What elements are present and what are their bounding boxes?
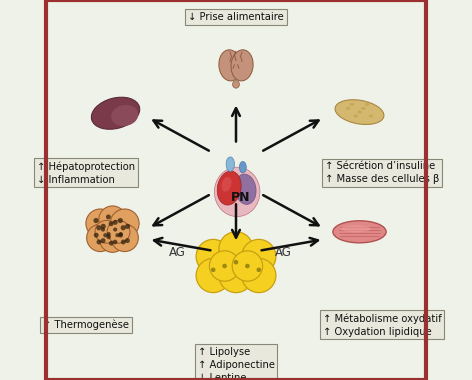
Ellipse shape — [365, 103, 370, 106]
Circle shape — [103, 233, 107, 237]
Circle shape — [245, 264, 250, 268]
Ellipse shape — [333, 221, 386, 243]
Circle shape — [242, 239, 276, 274]
Ellipse shape — [214, 167, 260, 217]
Circle shape — [121, 239, 126, 244]
Text: ↑ Métabolisme oxydatif
↑ Oxydation lipidique: ↑ Métabolisme oxydatif ↑ Oxydation lipid… — [323, 313, 442, 337]
Circle shape — [196, 258, 230, 293]
Text: ↑ Hépatoprotection
↓ Inflammation: ↑ Hépatoprotection ↓ Inflammation — [37, 161, 135, 185]
Circle shape — [100, 226, 126, 252]
Ellipse shape — [231, 50, 253, 81]
Ellipse shape — [340, 225, 371, 232]
Ellipse shape — [335, 100, 384, 125]
Circle shape — [219, 258, 253, 293]
Ellipse shape — [219, 50, 241, 81]
Text: ↑ Sécrétion d’insuline
↑ Masse des cellules β: ↑ Sécrétion d’insuline ↑ Masse des cellu… — [325, 162, 439, 184]
Ellipse shape — [357, 111, 362, 114]
Circle shape — [113, 228, 117, 231]
Circle shape — [111, 224, 138, 252]
Circle shape — [118, 233, 123, 238]
Circle shape — [210, 251, 240, 281]
Circle shape — [110, 209, 139, 238]
Ellipse shape — [111, 105, 138, 126]
Ellipse shape — [221, 177, 231, 192]
Circle shape — [109, 241, 114, 245]
Circle shape — [107, 232, 111, 236]
Circle shape — [94, 233, 99, 238]
Ellipse shape — [226, 157, 235, 171]
Ellipse shape — [354, 114, 358, 117]
Ellipse shape — [346, 107, 350, 110]
Circle shape — [119, 232, 123, 236]
Ellipse shape — [361, 107, 366, 110]
Circle shape — [96, 239, 101, 244]
Text: AG: AG — [169, 246, 185, 259]
Ellipse shape — [233, 81, 239, 88]
Text: ↑ Lipolyse
↑ Adiponectine
↓ Leptine: ↑ Lipolyse ↑ Adiponectine ↓ Leptine — [197, 347, 275, 380]
Circle shape — [113, 240, 118, 244]
Circle shape — [242, 258, 276, 293]
Circle shape — [95, 220, 118, 243]
Text: PN: PN — [231, 191, 250, 204]
Circle shape — [256, 268, 261, 272]
Circle shape — [96, 225, 101, 230]
Circle shape — [232, 251, 262, 281]
Circle shape — [118, 218, 123, 223]
Ellipse shape — [92, 97, 140, 129]
Circle shape — [106, 214, 111, 219]
Ellipse shape — [239, 162, 246, 173]
Circle shape — [234, 260, 238, 264]
Text: AG: AG — [275, 246, 292, 259]
Ellipse shape — [235, 174, 256, 204]
Ellipse shape — [369, 114, 373, 117]
Circle shape — [87, 224, 114, 252]
Circle shape — [93, 218, 99, 223]
Circle shape — [101, 228, 105, 231]
Circle shape — [125, 238, 130, 243]
Circle shape — [219, 232, 253, 266]
Circle shape — [109, 221, 114, 226]
Circle shape — [107, 220, 130, 243]
Circle shape — [99, 206, 126, 233]
Circle shape — [101, 224, 106, 229]
Text: ↑ Thermogenèse: ↑ Thermogenèse — [43, 320, 129, 330]
Circle shape — [101, 238, 106, 243]
Circle shape — [121, 225, 126, 230]
Circle shape — [196, 239, 230, 274]
Ellipse shape — [217, 171, 241, 205]
Circle shape — [222, 264, 227, 268]
Circle shape — [113, 220, 118, 225]
Circle shape — [86, 209, 115, 238]
Circle shape — [211, 268, 216, 272]
Circle shape — [106, 234, 111, 239]
Circle shape — [125, 224, 130, 229]
Circle shape — [115, 233, 119, 237]
Ellipse shape — [350, 103, 354, 106]
Text: ↓ Prise alimentaire: ↓ Prise alimentaire — [188, 12, 284, 22]
